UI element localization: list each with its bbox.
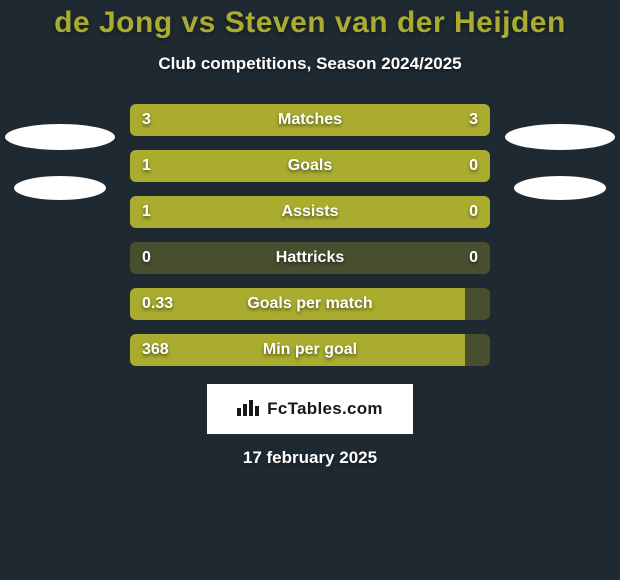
value-left: 0.33 [142,295,173,313]
page-title: de Jong vs Steven van der Heijden [0,0,620,40]
stat-label: Goals [288,157,332,175]
stat-label: Min per goal [263,341,357,359]
value-left: 368 [142,341,169,359]
stat-label: Hattricks [276,249,344,267]
value-left: 3 [142,111,151,129]
value-right: 0 [469,157,478,175]
value-right: 0 [469,203,478,221]
stat-row-goals: 1 Goals 0 [130,150,490,182]
subtitle: Club competitions, Season 2024/2025 [0,54,620,74]
player-ellipse-left-0 [5,124,115,150]
comparison-infographic: de Jong vs Steven van der Heijden Club c… [0,0,620,580]
player-ellipse-right-2 [505,124,615,150]
stat-label: Matches [278,111,342,129]
value-right: 3 [469,111,478,129]
value-left: 0 [142,249,151,267]
bar-left [130,196,400,228]
player-ellipse-left-1 [14,176,106,200]
stat-row-hattricks: 0 Hattricks 0 [130,242,490,274]
bar-left [130,150,400,182]
value-left: 1 [142,157,151,175]
stat-row-matches: 3 Matches 3 [130,104,490,136]
stat-label: Goals per match [247,295,372,313]
branding-text: FcTables.com [267,399,383,419]
value-left: 1 [142,203,151,221]
branding-badge: FcTables.com [207,384,413,434]
stat-row-assists: 1 Assists 0 [130,196,490,228]
player-ellipse-right-3 [514,176,606,200]
stat-row-min-per-goal: 368 Min per goal [130,334,490,366]
stat-row-goals-per-match: 0.33 Goals per match [130,288,490,320]
value-right: 0 [469,249,478,267]
stat-label: Assists [282,203,339,221]
bar-chart-icon [237,398,259,421]
footer-date: 17 february 2025 [0,448,620,468]
